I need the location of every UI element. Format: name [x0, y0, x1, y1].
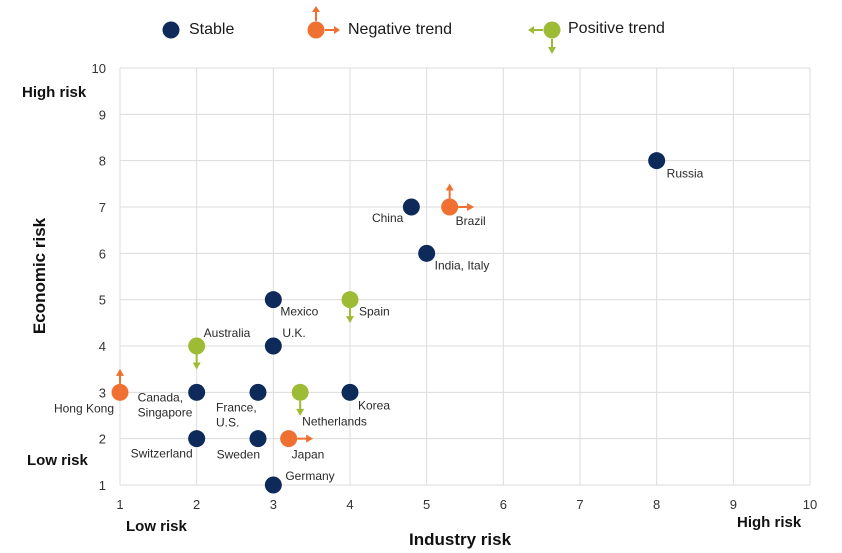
- point-label-mexico: Mexico: [280, 305, 318, 319]
- x-axis-title: Industry risk: [409, 530, 512, 549]
- y-tick-label: 8: [99, 154, 106, 169]
- x-tick-label: 4: [346, 497, 353, 512]
- x-tick-label: 10: [803, 497, 817, 512]
- y-tick-label: 5: [99, 293, 106, 308]
- positive-trend-legend-marker: [528, 21, 561, 54]
- point-label-spain: Spain: [359, 305, 390, 319]
- point-russia: [648, 152, 666, 170]
- y-high-risk-label: High risk: [22, 84, 87, 101]
- y-tick-label: 1: [99, 478, 106, 493]
- x-tick-label: 3: [270, 497, 277, 512]
- y-tick-label: 3: [99, 385, 106, 400]
- trend-arrowhead-right: [467, 203, 475, 211]
- point-netherlands: [291, 383, 309, 401]
- point-label-india-italy: India, Italy: [435, 258, 490, 272]
- y-axis-title: Economic risk: [30, 217, 49, 335]
- negative-trend-legend-marker: [307, 6, 340, 39]
- point-label-netherlands: Netherlands: [302, 414, 367, 428]
- x-tick-label: 9: [730, 497, 737, 512]
- point-france-u-s: [249, 383, 267, 401]
- point-sweden: [249, 430, 267, 448]
- point-label-brazil: Brazil: [456, 214, 486, 228]
- point-japan: [280, 430, 298, 448]
- x-tick-label: 1: [116, 497, 123, 512]
- point-hong-kong: [111, 383, 129, 401]
- point-label-australia: Australia: [204, 326, 251, 340]
- point-label-sweden: Sweden: [217, 448, 260, 462]
- x-tick-label: 7: [576, 497, 583, 512]
- x-tick-label: 8: [653, 497, 660, 512]
- point-switzerland: [188, 430, 206, 448]
- point-label-france-u-s: France, U.S.: [216, 400, 257, 429]
- point-u-k: [264, 337, 282, 355]
- point-label-japan: Japan: [292, 448, 325, 462]
- point-label-hong-kong: Hong Kong: [54, 401, 114, 415]
- trend-arrowhead-down: [192, 362, 201, 370]
- legend-positive: Positive trend: [526, 17, 665, 57]
- point-korea: [341, 383, 359, 401]
- trend-arrowhead-down: [296, 408, 305, 416]
- point-label-switzerland: Switzerland: [131, 447, 193, 461]
- y-tick-label: 7: [99, 200, 106, 215]
- point-label-korea: Korea: [358, 398, 390, 412]
- point-spain: [341, 291, 359, 309]
- point-label-russia: Russia: [667, 167, 704, 181]
- trend-arrowhead-up: [116, 368, 124, 376]
- point-germany: [264, 476, 282, 494]
- point-label-germany: Germany: [285, 469, 334, 483]
- x-tick-label: 5: [423, 497, 430, 512]
- point-label-china: China: [372, 211, 404, 225]
- legend-negative: Negative trend: [304, 6, 452, 44]
- trend-arrowhead-down: [346, 316, 354, 324]
- legend-positive-label: Positive trend: [568, 20, 665, 37]
- legend-negative-label: Negative trend: [348, 20, 453, 38]
- point-label-canada-singapore: Canada, Singapore: [138, 390, 193, 419]
- y-low-risk-label: Low risk: [27, 452, 88, 469]
- point-india-italy: [418, 244, 436, 262]
- point-china: [402, 198, 420, 216]
- x-high-risk-label: High risk: [737, 514, 802, 531]
- y-tick-label: 6: [99, 246, 106, 261]
- stable-legend-marker: [162, 21, 180, 39]
- point-brazil: [441, 198, 459, 216]
- x-tick-label: 2: [193, 497, 200, 512]
- y-tick-label: 10: [92, 61, 106, 76]
- point-canada-singapore: [188, 383, 206, 401]
- y-tick-label: 2: [99, 432, 106, 447]
- y-tick-label: 4: [99, 339, 106, 354]
- x-low-risk-label: Low risk: [126, 518, 187, 535]
- trend-arrowhead-up: [445, 183, 454, 191]
- point-label-u-k: U.K.: [282, 326, 305, 340]
- legend-stable-label: Stable: [189, 21, 235, 38]
- trend-arrowhead-right: [306, 434, 314, 443]
- y-tick-label: 9: [99, 107, 106, 122]
- x-tick-label: 6: [500, 497, 507, 512]
- point-mexico: [264, 291, 282, 309]
- point-australia: [188, 337, 206, 355]
- legend-stable: Stable: [161, 17, 234, 43]
